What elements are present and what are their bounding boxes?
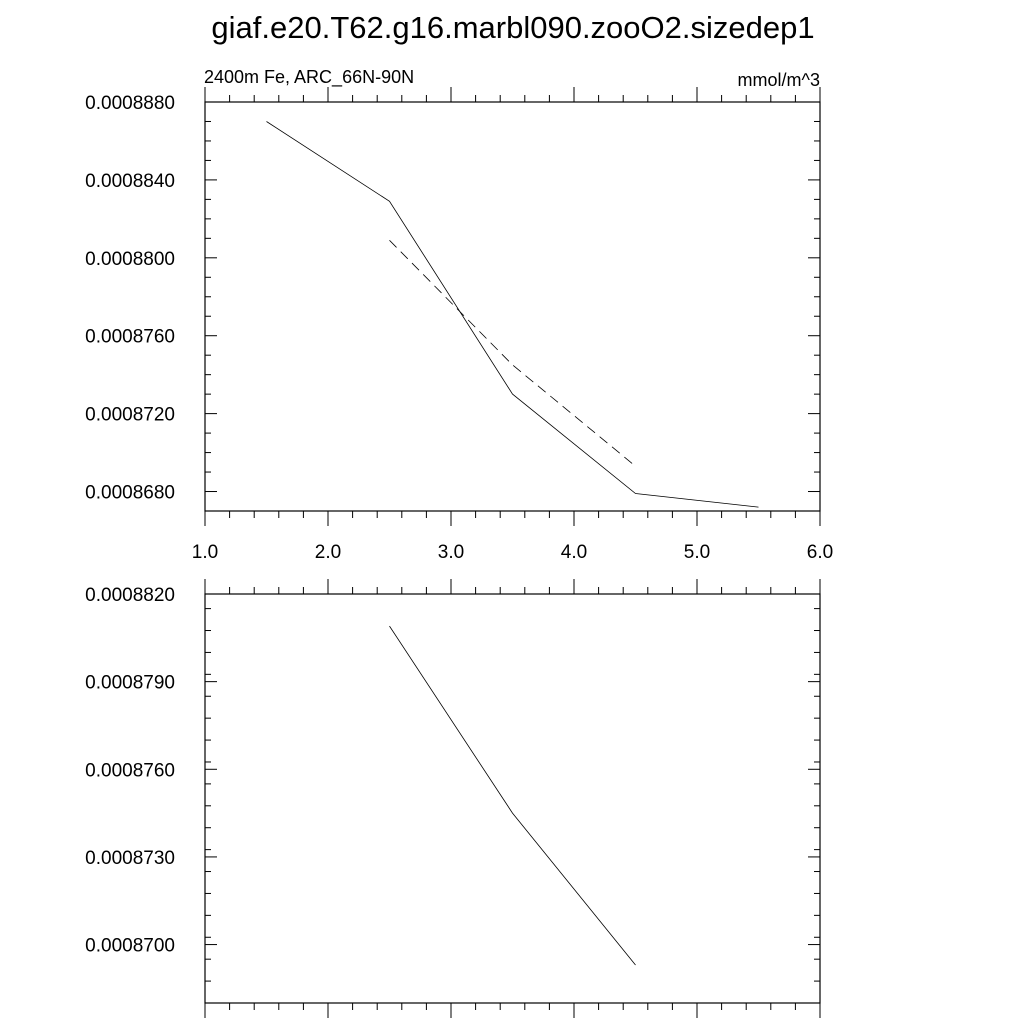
- panel-1-y-tick-label: 0.0008680: [85, 483, 175, 504]
- panel-1-subtitle-left: 2400m Fe, ARC_66N-90N: [204, 67, 414, 88]
- panel-1-frame: [204, 101, 821, 512]
- panel-2-y-tick-label: 0.0008790: [85, 673, 175, 694]
- panel-1-y-tick-label: 0.0008800: [85, 249, 175, 270]
- panel-2-y-tick-label: 0.0008820: [85, 585, 175, 606]
- panel-1-series-1-line: [266, 121, 759, 508]
- panel-1-y-tick-label: 0.0008880: [85, 93, 175, 114]
- panel-2-y-tick-label: 0.0008700: [85, 936, 175, 957]
- panel-1-x-tick-label: 2.0: [315, 542, 341, 563]
- panel-2-frame: [204, 593, 821, 1004]
- panel-1-x-tick-label: 1.0: [192, 542, 218, 563]
- panel-1-y-tick-label: 0.0008760: [85, 327, 175, 348]
- panel-1-plot: 1.0 2.0 3.0 4.0 5.0 6.0 0.0008680 0.0008720 0.00…: [85, 87, 833, 563]
- panel-1-x-tick-label: 3.0: [438, 542, 464, 563]
- panel-1-series-2-line: [389, 240, 636, 467]
- panel-1-y-tick-label: 0.0008840: [85, 171, 175, 192]
- panel-2-y-tick-label: 0.0008760: [85, 760, 175, 781]
- chart-title: giaf.e20.T62.g16.marbl090.zooO2.sizedep1: [211, 10, 814, 45]
- panel-2-plot: 0.0008700 0.0008730 0.0008760 0.0008790 0.00…: [85, 579, 821, 1018]
- panel-1-x-tick-label: 6.0: [807, 542, 833, 563]
- panel-1-x-tick-label: 4.0: [561, 542, 587, 563]
- panel-1-x-tick-label: 5.0: [684, 542, 710, 563]
- panel-2-series-1-line: [389, 625, 636, 966]
- panel-1-units-label: mmol/m^3: [738, 70, 820, 90]
- panel-1-y-tick-label: 0.0008720: [85, 405, 175, 426]
- panel-2-y-tick-label: 0.0008730: [85, 848, 175, 869]
